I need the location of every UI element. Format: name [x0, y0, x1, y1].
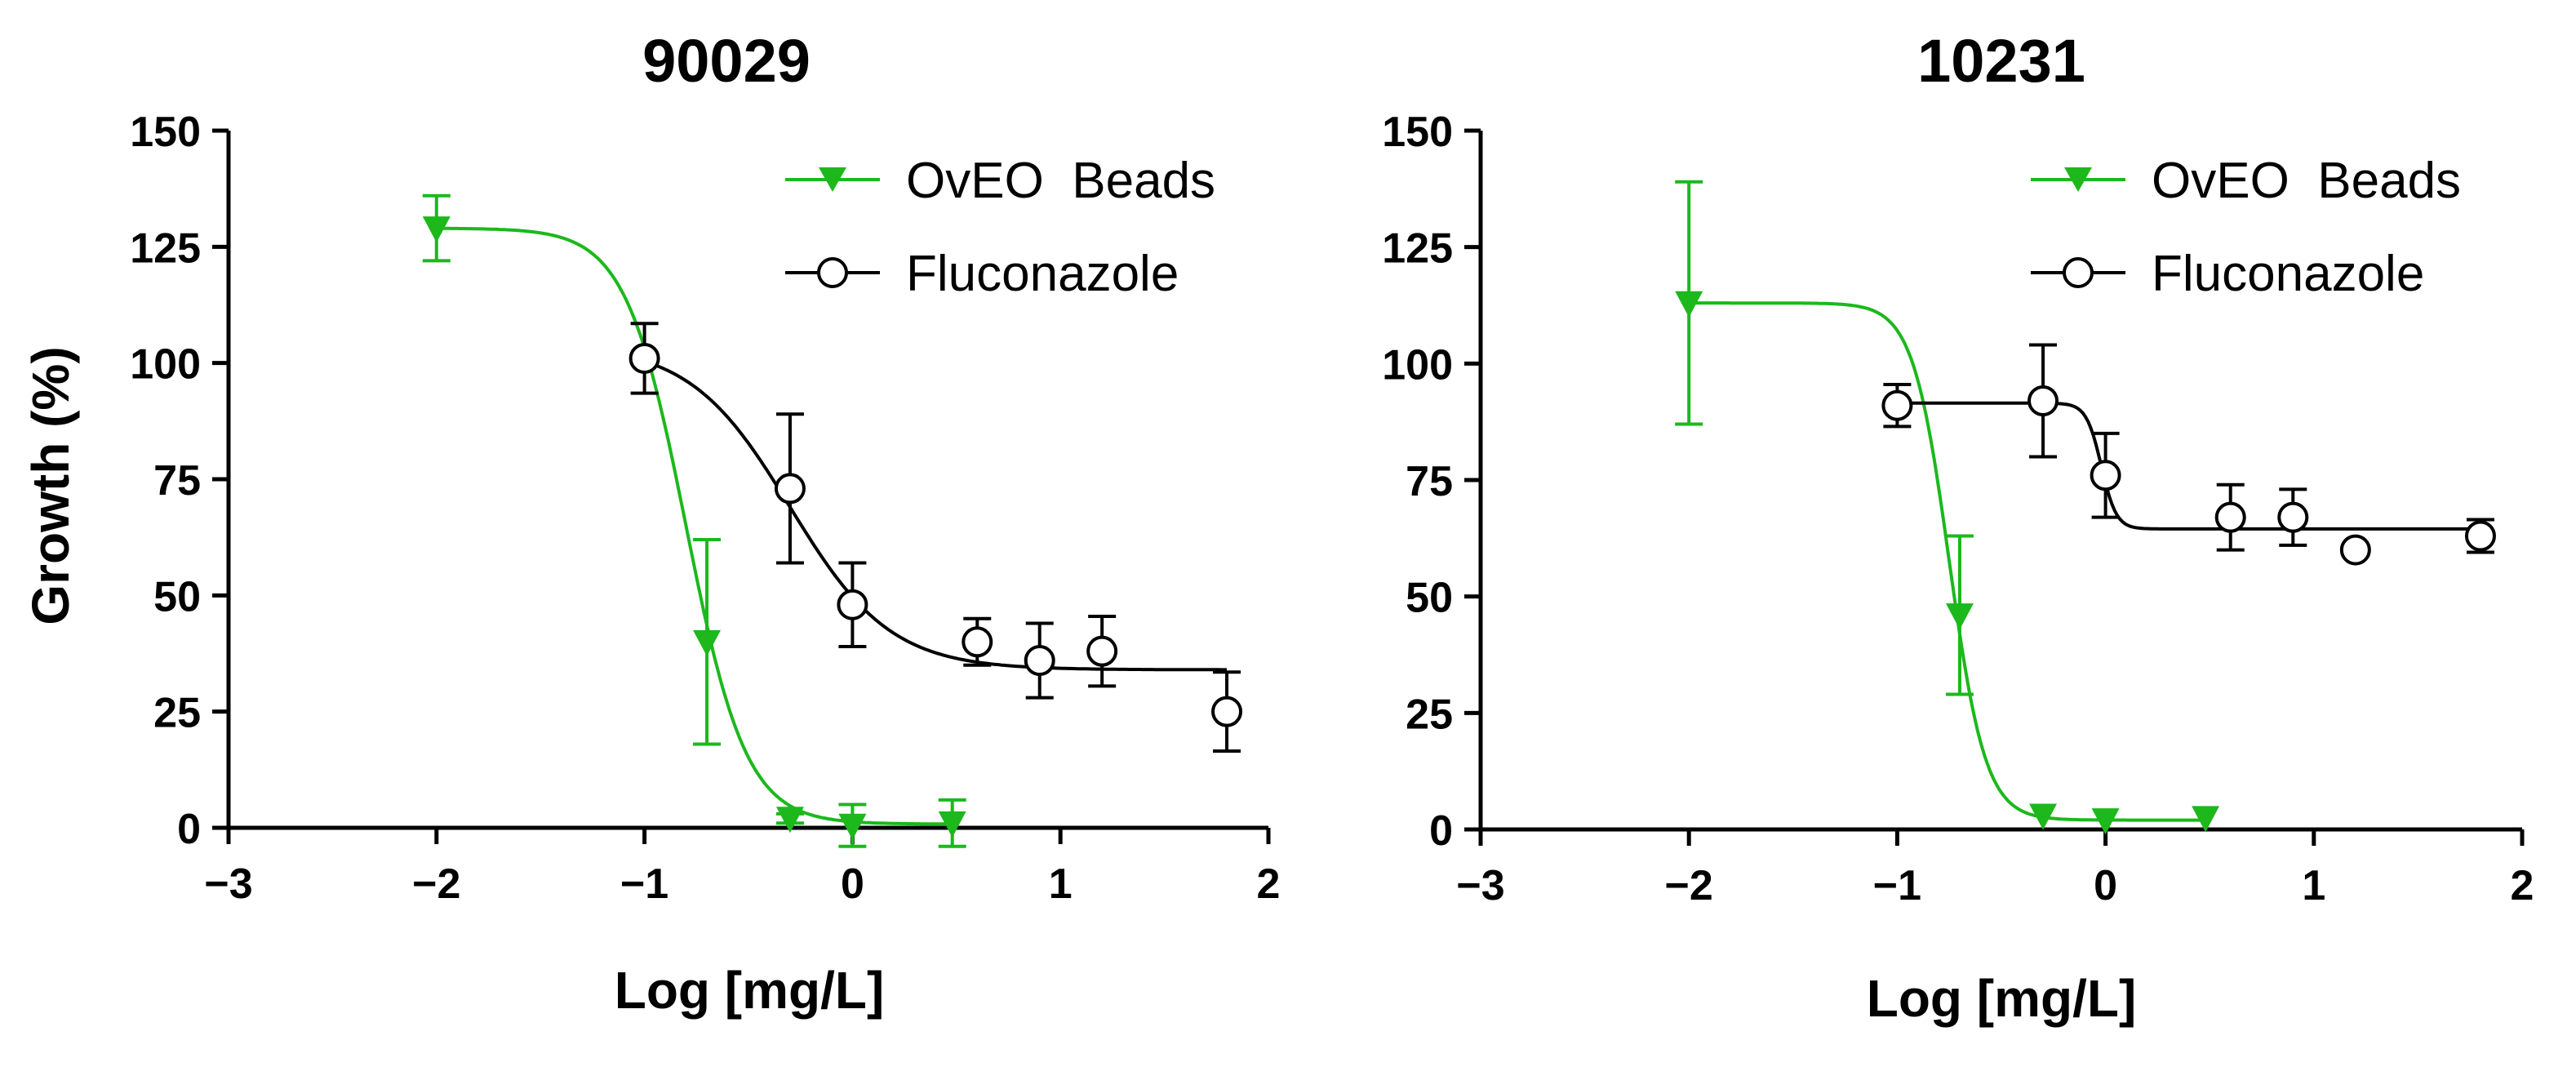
data-point-triangle: [938, 811, 966, 838]
x-tick-label: −3: [1456, 862, 1504, 909]
data-point-circle: [1881, 389, 1913, 421]
data-point-triangle: [1675, 291, 1703, 318]
y-tick-label: 125: [1382, 225, 1453, 273]
legend-item-fluconazole: Fluconazole: [2031, 246, 2424, 302]
legend-label-ovEO-beads: OvEO Beads: [2152, 153, 2461, 209]
data-point-circle: [2214, 501, 2246, 533]
y-tick-label: 100: [1382, 341, 1453, 389]
fit-curve: [644, 359, 1227, 672]
x-axis-label: Log [mg/L]: [1867, 969, 2137, 1028]
y-axis-label: Growth (%): [21, 346, 80, 625]
data-point-circle: [1211, 696, 1243, 727]
x-tick-label: −3: [204, 860, 252, 908]
legend: OvEO Beads Fluconazole: [785, 153, 1215, 302]
data-point-circle: [2339, 534, 2371, 566]
y-tick-label: 25: [1406, 691, 1453, 738]
chart-title: 90029: [642, 27, 811, 95]
legend-item-ovEO-beads: OvEO Beads: [2031, 153, 2461, 209]
legend-label-fluconazole: Fluconazole: [2152, 246, 2424, 302]
y-tick-label: 75: [153, 457, 201, 505]
data-point-circle: [774, 473, 806, 505]
data-point-triangle: [1945, 603, 1974, 630]
data-point-circle: [628, 342, 660, 374]
data-point-triangle: [838, 813, 867, 840]
x-tick-label: 1: [2302, 862, 2325, 909]
y-tick-label: 150: [1382, 109, 1453, 156]
legend-label-fluconazole: Fluconazole: [906, 246, 1179, 302]
data-point-triangle: [2091, 808, 2120, 835]
data-point-triangle: [693, 629, 722, 656]
x-tick-label: 1: [1049, 860, 1073, 908]
plot-area: 0 25 50 75 100 125 150 −3 −2 −1 0 1 2: [130, 109, 1280, 908]
data-point-circle: [837, 589, 868, 620]
data-point-circle: [2464, 520, 2496, 552]
x-axis-label: Log [mg/L]: [615, 961, 885, 1020]
y-tick-label: 75: [1406, 458, 1453, 505]
chart-title: 10231: [1917, 27, 2085, 95]
x-tick-label: 0: [841, 860, 864, 908]
legend-item-fluconazole: Fluconazole: [785, 246, 1179, 302]
data-point-circle: [2277, 501, 2309, 533]
data-point-triangle: [775, 807, 804, 834]
y-tick-label: 100: [130, 341, 201, 389]
legend-item-ovEO-beads: OvEO Beads: [785, 153, 1215, 209]
legend-marker-circle-icon: [2063, 257, 2094, 288]
data-point-circle: [1086, 635, 1118, 667]
fit-curve: [1689, 301, 2206, 822]
y-tick-label: 50: [1406, 575, 1453, 622]
legend-marker-triangle-icon: [819, 167, 846, 192]
y-tick-label: 0: [1429, 807, 1453, 855]
x-tick-label: −2: [412, 860, 460, 908]
x-tick-label: 0: [2094, 862, 2117, 909]
plot-area: 0 25 50 75 100 125 150 −3 −2 −1 0 1 2: [1382, 109, 2534, 909]
y-tick-label: 25: [153, 690, 201, 737]
y-tick-label: 150: [130, 109, 201, 156]
data-point-circle: [2027, 385, 2059, 416]
y-tick-label: 50: [153, 573, 201, 620]
x-tick-label: 2: [1257, 860, 1281, 908]
data-point-circle: [2090, 460, 2121, 491]
x-tick-label: −2: [1665, 862, 1713, 909]
legend-marker-triangle-icon: [2064, 167, 2092, 192]
fit-curve: [436, 226, 953, 826]
chart-panel-90029: 90029 Growth (%) Log [mg/L] 025507510012…: [21, 27, 1280, 1020]
fit-curve: [1897, 401, 2481, 531]
x-tick-label: −1: [620, 860, 668, 908]
x-tick-label: −1: [1873, 862, 1921, 909]
data-point-triangle: [2029, 803, 2058, 830]
legend-label-ovEO-beads: OvEO Beads: [906, 153, 1215, 209]
x-tick-label: 2: [2511, 862, 2534, 909]
data-point-triangle: [422, 216, 451, 243]
y-tick-label: 0: [177, 806, 201, 853]
data-point-triangle: [2192, 806, 2220, 833]
y-tick-label: 125: [130, 225, 201, 272]
data-point-circle: [1024, 645, 1055, 677]
data-point-circle: [962, 626, 993, 658]
legend-marker-circle-icon: [817, 257, 848, 288]
legend: OvEO Beads Fluconazole: [2031, 153, 2461, 302]
